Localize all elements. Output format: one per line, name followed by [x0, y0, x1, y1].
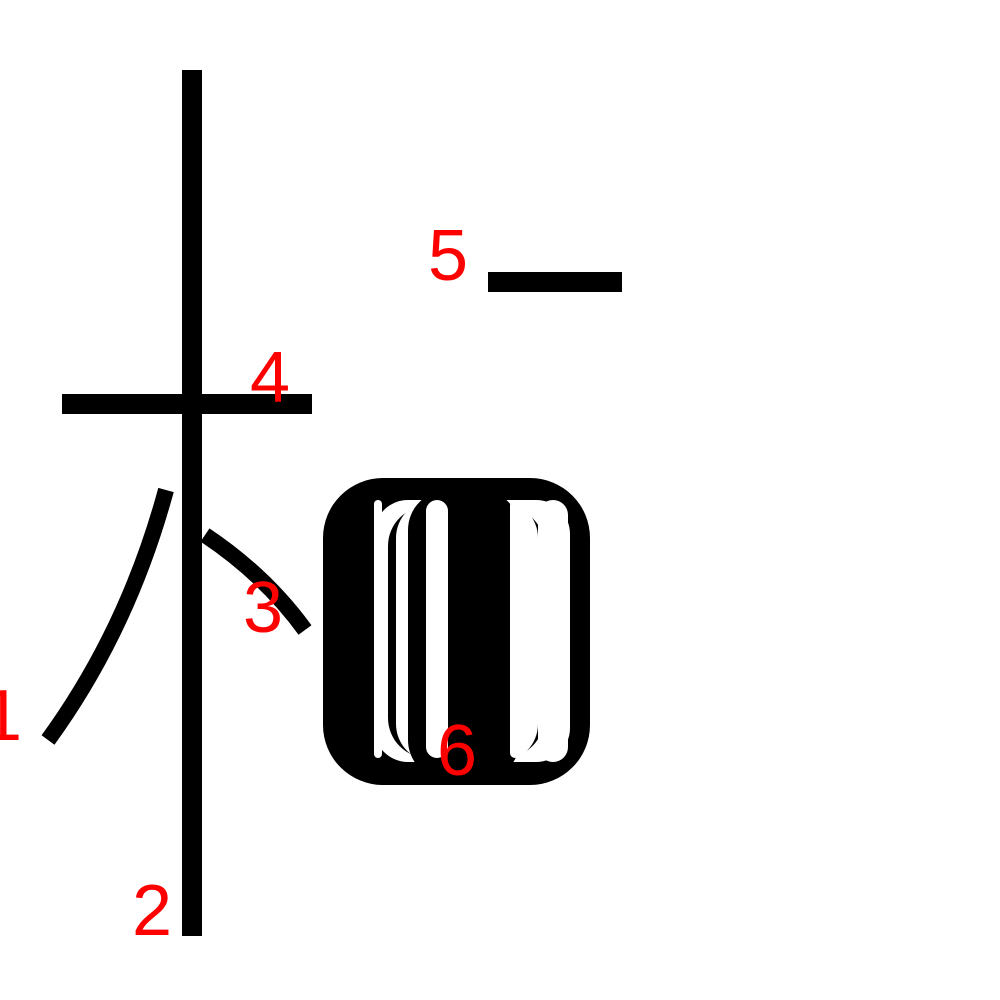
stroke-2-vertical: [182, 70, 202, 936]
stroke-label-5: 5: [428, 216, 468, 296]
stroke-6-box-group: [323, 478, 590, 785]
stroke-label-4: 4: [250, 338, 290, 418]
stroke-6-box-bar: [538, 500, 568, 762]
stroke-label-2: 2: [132, 871, 172, 951]
stroke-label-6: 6: [437, 711, 477, 791]
stroke-1-left-falling: [41, 487, 174, 745]
stroke-5-horizontal: [488, 272, 622, 292]
stroke-label-1: 1: [0, 676, 22, 756]
stroke-6-box-window-left: [426, 500, 448, 758]
stroke-6-box-window-right: [510, 500, 520, 758]
stroke-6-box-window-far: [374, 500, 382, 758]
stroke-3-dot: [200, 528, 312, 635]
stroke-label-3: 3: [243, 568, 283, 648]
stroke-4-horizontal: [62, 394, 312, 414]
